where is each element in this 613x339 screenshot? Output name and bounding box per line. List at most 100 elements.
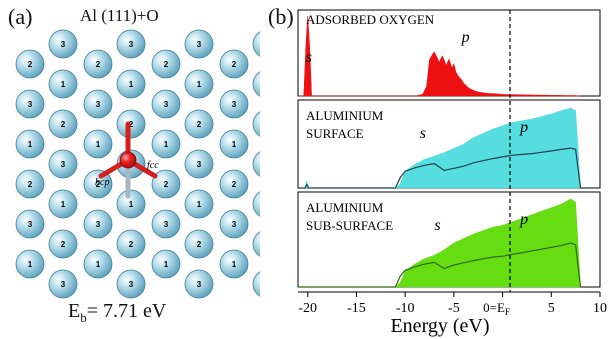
oxygen-atom <box>119 151 137 169</box>
atom-sphere <box>184 189 214 219</box>
panel-title-line: SURFACE <box>306 126 364 141</box>
atom-layer-number: 1 <box>232 260 237 269</box>
x-tick-label: 10 <box>593 301 607 316</box>
atom-layer-number: 2 <box>197 120 202 129</box>
atom-layer-number: 2 <box>61 240 66 249</box>
atom-layer-number: 3 <box>61 280 66 289</box>
aluminium-atom: 1 <box>15 129 45 159</box>
atom-layer-number: 2 <box>197 240 202 249</box>
atom-sphere <box>116 69 146 99</box>
atom-layer-number: 1 <box>96 260 101 269</box>
atom-layer-number: 3 <box>232 100 237 109</box>
atom-layer-number: 2 <box>61 120 66 129</box>
atom-layer-number: 1 <box>129 80 134 89</box>
atom-sphere <box>48 149 78 179</box>
aluminium-atom: 3 <box>48 29 78 59</box>
atom-layer-number: 3 <box>61 40 66 49</box>
atom-layer-number: 1 <box>197 200 202 209</box>
aluminium-atom: 2 <box>151 49 181 79</box>
x-tick-label: -5 <box>448 301 460 316</box>
atom-layer-number: 2 <box>96 60 101 69</box>
panel-a-label: (a) <box>8 4 33 29</box>
aluminium-atom: 2 <box>83 169 113 199</box>
atom-sphere <box>151 249 181 279</box>
atom-sphere <box>83 129 113 159</box>
atom-sphere <box>116 189 146 219</box>
dos-panel: ADSORBED OXYGEN s p <box>297 9 601 97</box>
atom-sphere <box>252 191 260 217</box>
x-axis-label: Energy (eV) <box>390 315 489 337</box>
aluminium-atom: 2 <box>83 49 113 79</box>
atom-sphere <box>15 89 45 119</box>
atom-layer-number: 1 <box>164 260 169 269</box>
atom-layer-number: 1 <box>232 140 237 149</box>
s-orbital-line <box>298 242 582 288</box>
atom-layer-number: 3 <box>197 280 202 289</box>
atom-sphere <box>184 149 214 179</box>
aluminium-atom: 1 <box>151 249 181 279</box>
atom-sphere <box>252 271 260 297</box>
aluminium-atom: 1 <box>252 191 260 217</box>
aluminium-atom: 3 <box>184 149 214 179</box>
atom-sphere <box>48 109 78 139</box>
atom-layer-number: 3 <box>61 160 66 169</box>
atom-layer-number: 3 <box>28 100 33 109</box>
atom-sphere <box>83 249 113 279</box>
atom-layer-number: 2 <box>232 180 237 189</box>
dos-area <box>298 107 581 189</box>
atom-sphere <box>252 151 260 177</box>
panel-title-line: ALUMINIUM <box>306 108 384 123</box>
atom-sphere <box>184 69 214 99</box>
aluminium-atom: 1 <box>151 129 181 159</box>
aluminium-atom: 2 <box>15 169 45 199</box>
aluminium-atom: 3 <box>48 149 78 179</box>
aluminium-atom: 1 <box>116 189 146 219</box>
aluminium-atom: 3 <box>48 269 78 299</box>
atom-sphere <box>219 169 249 199</box>
atom-sphere <box>83 209 113 239</box>
aluminium-atom: 2 <box>184 229 214 259</box>
atom-layer-number: 1 <box>96 140 101 149</box>
atom-layer-number: 2 <box>129 240 134 249</box>
atom-sphere <box>252 111 260 137</box>
panel-title-line: ADSORBED OXYGEN <box>306 12 435 27</box>
atom-sphere <box>15 209 45 239</box>
s-orbital-line <box>298 147 582 189</box>
aluminium-atom: 1 <box>219 249 249 279</box>
atom-sphere <box>151 89 181 119</box>
eb-symbol: E <box>68 300 81 322</box>
atom-layer-number: 2 <box>232 60 237 69</box>
fermi-tick-label: 0=EF <box>483 300 510 317</box>
aluminium-atom: 2 <box>219 169 249 199</box>
atom-layer-number: 3 <box>164 100 169 109</box>
aluminium-atom: 2 <box>151 169 181 199</box>
aluminium-atom: 2 <box>48 229 78 259</box>
x-tick-label: 5 <box>548 301 555 316</box>
aluminium-atom: 2 <box>48 109 78 139</box>
atom-sphere <box>83 169 113 199</box>
dos-panel: ALUMINIUM SURFACE s p <box>297 99 601 189</box>
atom-sphere <box>252 31 260 57</box>
lattice-figure: 3 3 3 3 2 2 2 2 1 1 1 1 3 3 3 3 2 2 2 2 1 1 1 1 3 3 3 3 2 2 2 2 1 1 1 1 3 3 3 3… <box>15 29 260 299</box>
aluminium-atom: 1 <box>48 69 78 99</box>
atom-sphere <box>252 231 260 257</box>
aluminium-atom: 3 <box>151 209 181 239</box>
atom-sphere <box>48 69 78 99</box>
atom-sphere <box>219 89 249 119</box>
aluminium-atom: 2 <box>116 109 146 139</box>
aluminium-atom: 3 <box>116 269 146 299</box>
atom-layer-number: 3 <box>129 40 134 49</box>
binding-energy: Eb= 7.71 eV <box>68 300 166 326</box>
s-orbital-label: s <box>306 49 312 66</box>
s-orbital-label: s <box>420 125 426 142</box>
aluminium-atom: 3 <box>184 269 214 299</box>
aluminium-atom: 2 <box>184 109 214 139</box>
panel-b-label: (b) <box>268 4 294 29</box>
atom-sphere <box>15 169 45 199</box>
aluminium-atom: 1 <box>184 69 214 99</box>
atom-layer-number: 1 <box>129 200 134 209</box>
atom-sphere <box>83 89 113 119</box>
atom-layer-number: 3 <box>232 220 237 229</box>
aluminium-atom: 1 <box>219 129 249 159</box>
